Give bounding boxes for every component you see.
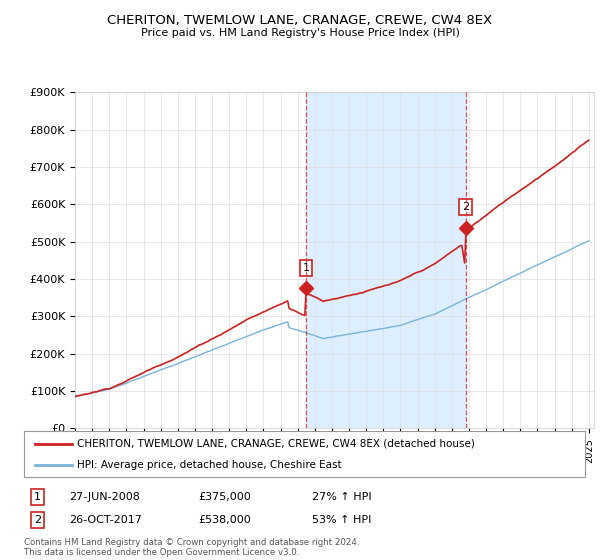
- Text: 1: 1: [34, 492, 41, 502]
- Bar: [306, 92, 466, 428]
- Text: 1: 1: [302, 263, 310, 273]
- Text: 2: 2: [34, 515, 41, 525]
- Text: 26-OCT-2017: 26-OCT-2017: [69, 515, 142, 525]
- Text: CHERITON, TWEMLOW LANE, CRANAGE, CREWE, CW4 8EX (detached house): CHERITON, TWEMLOW LANE, CRANAGE, CREWE, …: [77, 438, 475, 449]
- Text: £538,000: £538,000: [198, 515, 251, 525]
- Text: 2: 2: [462, 202, 469, 212]
- Text: HPI: Average price, detached house, Cheshire East: HPI: Average price, detached house, Ches…: [77, 460, 342, 470]
- Text: 27-JUN-2008: 27-JUN-2008: [69, 492, 140, 502]
- Text: 53% ↑ HPI: 53% ↑ HPI: [312, 515, 371, 525]
- Text: Contains HM Land Registry data © Crown copyright and database right 2024.
This d: Contains HM Land Registry data © Crown c…: [24, 538, 359, 557]
- Text: 27% ↑ HPI: 27% ↑ HPI: [312, 492, 371, 502]
- Text: £375,000: £375,000: [198, 492, 251, 502]
- Text: CHERITON, TWEMLOW LANE, CRANAGE, CREWE, CW4 8EX: CHERITON, TWEMLOW LANE, CRANAGE, CREWE, …: [107, 14, 493, 27]
- Text: Price paid vs. HM Land Registry's House Price Index (HPI): Price paid vs. HM Land Registry's House …: [140, 28, 460, 38]
